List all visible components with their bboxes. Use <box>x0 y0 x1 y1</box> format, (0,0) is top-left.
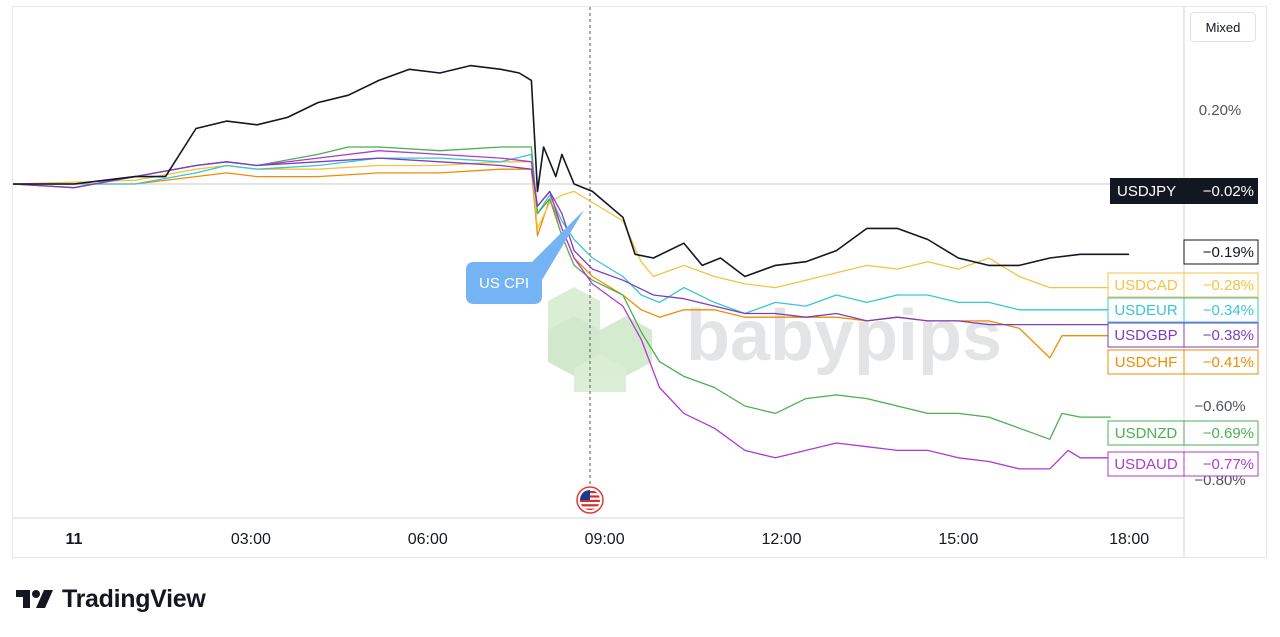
series-line-usdaud[interactable] <box>12 150 1111 470</box>
series-name-box <box>1107 420 1185 446</box>
series-line-usdcad[interactable] <box>12 161 1130 289</box>
x-tick-label: 06:00 <box>408 531 448 548</box>
tradingview-logo-icon <box>16 590 53 608</box>
series-name-box <box>1107 272 1185 298</box>
series-line-usdeur[interactable] <box>13 153 1130 315</box>
event-callout[interactable]: US CPI <box>466 210 584 304</box>
y-tick-label: −0.60% <box>1194 398 1245 415</box>
watermark-text: babypips <box>686 296 1002 376</box>
series-name-box <box>1107 322 1185 348</box>
x-tick-label: 12:00 <box>761 531 801 548</box>
series-label-usdaud[interactable]: USDAUD −0.77% <box>1107 451 1259 477</box>
current-price-label[interactable]: −0.19% <box>1183 239 1259 265</box>
series-name-box <box>1107 349 1185 375</box>
x-tick-label: 15:00 <box>938 531 978 548</box>
series-last-value: −0.34% <box>1203 302 1254 319</box>
tradingview-brand[interactable]: TradingView <box>16 584 206 614</box>
series-value-box <box>1183 272 1259 298</box>
series-last-value: −0.41% <box>1203 354 1254 371</box>
series-name: USDEUR <box>1114 302 1178 319</box>
event-label: US CPI <box>479 275 529 292</box>
series-last-value: −0.77% <box>1203 456 1254 473</box>
series-name: USDGBP <box>1114 327 1177 344</box>
chart-frame <box>12 6 1267 558</box>
series-group <box>12 64 1130 470</box>
series-line-usdchf[interactable] <box>13 168 1130 359</box>
series-last-value: −0.38% <box>1203 327 1254 344</box>
series-name-box <box>1107 297 1185 323</box>
series-label-usdjpy[interactable]: USDJPY −0.02% <box>1110 178 1258 204</box>
series-line-usdgbp[interactable] <box>12 157 1130 326</box>
watermark: babypips <box>548 287 1002 392</box>
series-value-box <box>1183 420 1259 446</box>
series-label-usdnzd[interactable]: USDNZD −0.69% <box>1107 420 1259 446</box>
current-price-box <box>1183 239 1259 265</box>
brand-name: TradingView <box>62 584 206 613</box>
series-name: USDCHF <box>1115 354 1178 371</box>
scale-mode-button[interactable]: Mixed <box>1190 12 1256 42</box>
current-price-value: −0.19% <box>1203 244 1254 261</box>
x-tick-label: 03:00 <box>231 531 271 548</box>
series-label-usdeur[interactable]: USDEUR −0.34% <box>1107 297 1259 323</box>
series-value-box <box>1183 451 1259 477</box>
series-label-usdchf[interactable]: USDCHF −0.41% <box>1107 349 1259 375</box>
y-tick-label: 0.20% <box>1199 102 1242 119</box>
series-label-bg <box>1110 178 1258 204</box>
x-tick-label: 18:00 <box>1109 531 1149 548</box>
x-axis-ticks: 11 03:00 06:00 09:00 12:00 15:00 18:00 <box>66 531 1150 548</box>
series-label-usdcad[interactable]: USDCAD −0.28% <box>1107 272 1259 298</box>
series-value-box <box>1183 297 1259 323</box>
series-value-box <box>1183 349 1259 375</box>
series-last-value: −0.28% <box>1203 277 1254 294</box>
babypips-cube-logo <box>548 287 652 392</box>
x-tick-label: 11 <box>66 531 83 548</box>
series-name: USDNZD <box>1115 425 1178 442</box>
x-tick-label: 09:00 <box>585 531 625 548</box>
series-line-usdnzd[interactable] <box>13 146 1111 440</box>
series-label-usdgbp[interactable]: USDGBP −0.38% <box>1107 322 1259 348</box>
series-line-usdjpy[interactable] <box>13 64 1130 278</box>
series-last-value: −0.02% <box>1203 183 1254 200</box>
series-name: USDJPY <box>1117 183 1176 200</box>
series-name: USDCAD <box>1114 277 1178 294</box>
series-name: USDAUD <box>1114 456 1178 473</box>
us-flag-icon[interactable] <box>576 486 604 514</box>
series-value-box <box>1183 322 1259 348</box>
series-axis-labels: USDJPY −0.02% USDCAD −0.28% USDEUR −0.34% USDG… <box>1107 178 1259 477</box>
series-last-value: −0.69% <box>1203 425 1254 442</box>
